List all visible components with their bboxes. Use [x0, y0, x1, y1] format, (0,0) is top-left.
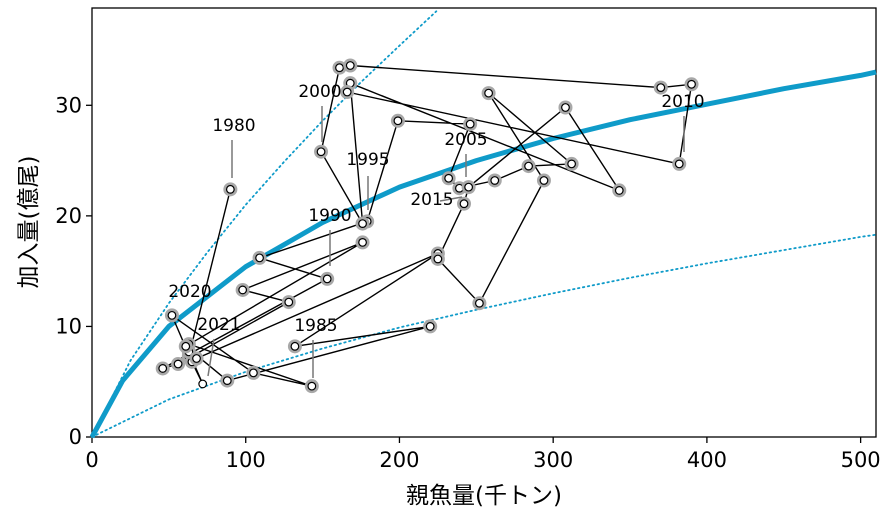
x-tick-label: 500: [841, 448, 881, 472]
data-point: [656, 83, 666, 93]
x-tick-label: 100: [226, 448, 266, 472]
data-point: [238, 285, 248, 295]
data-point: [222, 376, 232, 386]
data-point: [464, 182, 474, 192]
data-point: [290, 341, 300, 351]
data-points: [155, 58, 699, 394]
x-tick-label: 200: [379, 448, 419, 472]
data-point: [255, 253, 264, 263]
year-label: 2015: [410, 190, 453, 210]
data-point: [225, 184, 235, 194]
data-point: [335, 63, 344, 73]
lower-bound-line: [91, 233, 877, 438]
data-point: [444, 173, 454, 183]
data-point: [474, 298, 484, 308]
x-tick-label: 300: [533, 448, 573, 472]
data-point: [192, 354, 201, 363]
fitted-curve: [89, 69, 877, 439]
series-line: [161, 64, 693, 387]
data-point: [433, 254, 443, 264]
axis-ticks: 0 100 200 300 400 500 0 10 20 30: [55, 93, 880, 472]
year-label: 1980: [212, 116, 255, 136]
year-label: 2005: [444, 130, 487, 150]
year-label: 2021: [197, 315, 240, 335]
data-point: [687, 79, 696, 89]
year-label: 1990: [308, 206, 351, 226]
data-point: [358, 219, 367, 229]
data-point: [316, 147, 326, 157]
plot-frame: [91, 7, 877, 438]
data-point: [158, 364, 168, 373]
data-point: [425, 322, 435, 331]
data-point: [173, 359, 183, 369]
year-label: 1985: [294, 316, 337, 336]
data-point: [322, 274, 332, 284]
data-point: [484, 88, 494, 98]
year-label: 2000: [298, 82, 341, 102]
x-axis-title: 親魚量(千トン): [406, 483, 562, 509]
y-tick-label: 10: [55, 314, 82, 338]
upper-bound-line: [91, 10, 438, 438]
year-labels: 1980 1985 1990 1995 2000 2005 2010 2015 2020 2021: [168, 82, 705, 378]
data-point: [524, 161, 533, 171]
fitted-curve-line: [89, 69, 877, 439]
data-point: [181, 341, 191, 351]
data-point: [465, 119, 475, 129]
data-point: [539, 176, 549, 185]
data-point: [307, 381, 317, 391]
label-leader-line: [439, 196, 463, 202]
data-point: [393, 116, 403, 126]
data-point: [358, 238, 367, 247]
x-tick-label: 0: [85, 448, 98, 472]
year-label: 1995: [346, 150, 389, 170]
data-point: [342, 87, 352, 97]
time-series-path: [161, 64, 693, 387]
bound-curves: [91, 10, 877, 438]
data-point: [167, 310, 177, 320]
y-axis-title: 加入量(億尾): [16, 156, 42, 289]
data-point: [198, 379, 208, 389]
data-point: [249, 368, 258, 378]
data-point: [490, 176, 500, 185]
data-point: [345, 61, 355, 70]
data-point: [614, 186, 624, 195]
year-label: 2020: [168, 282, 211, 302]
y-tick-label: 20: [55, 204, 82, 228]
data-point: [561, 103, 570, 112]
x-tick-label: 400: [687, 448, 727, 472]
y-tick-label: 0: [69, 425, 82, 449]
data-point: [284, 297, 294, 307]
data-point: [674, 159, 684, 169]
label-leader-line: [207, 338, 215, 377]
year-label: 2010: [661, 92, 704, 112]
data-point: [567, 159, 577, 169]
data-point: [459, 199, 469, 209]
y-tick-label: 30: [55, 93, 82, 117]
